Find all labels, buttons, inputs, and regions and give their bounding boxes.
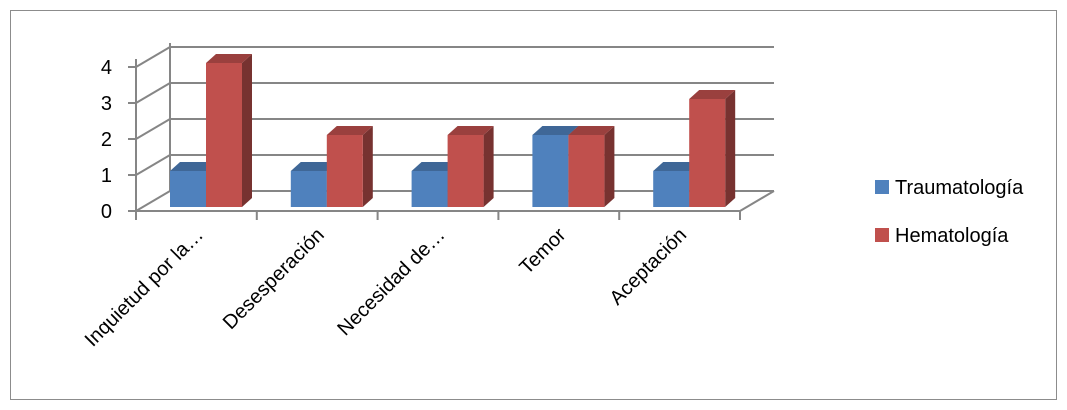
y-tick-label: 1 xyxy=(101,165,112,187)
x-tick-label: Necesidad de… xyxy=(333,224,449,340)
x-tick-label: Desesperación xyxy=(219,224,329,334)
floor-edge xyxy=(739,190,775,212)
bar-hematologia xyxy=(568,126,615,207)
x-tick-label: Temor xyxy=(515,224,570,279)
bar-hematologia xyxy=(206,54,252,207)
legend-label: Hematología xyxy=(895,225,1009,247)
bars-layer xyxy=(170,54,736,207)
side-wall-line xyxy=(135,118,171,140)
legend: Traumatología Hematología xyxy=(875,177,1024,247)
bar-hematologia xyxy=(447,126,494,207)
y-tick-label: 2 xyxy=(101,129,112,151)
axis-layer xyxy=(128,59,741,220)
legend-swatch xyxy=(875,180,889,194)
side-wall-line xyxy=(135,46,171,68)
side-wall-line xyxy=(135,82,171,104)
legend-swatch xyxy=(875,228,889,242)
y-tick-label: 4 xyxy=(101,57,112,79)
y-tick-label: 3 xyxy=(101,93,112,115)
bar-hematologia xyxy=(689,90,736,207)
side-wall-line xyxy=(135,190,171,212)
x-tick-label: Inquietud por la… xyxy=(81,224,208,351)
bar-hematologia xyxy=(326,126,373,207)
y-tick-label: 0 xyxy=(101,201,112,223)
x-tick-label: Aceptación xyxy=(606,224,692,310)
legend-label: Traumatología xyxy=(895,177,1024,199)
side-wall-line xyxy=(135,154,171,176)
